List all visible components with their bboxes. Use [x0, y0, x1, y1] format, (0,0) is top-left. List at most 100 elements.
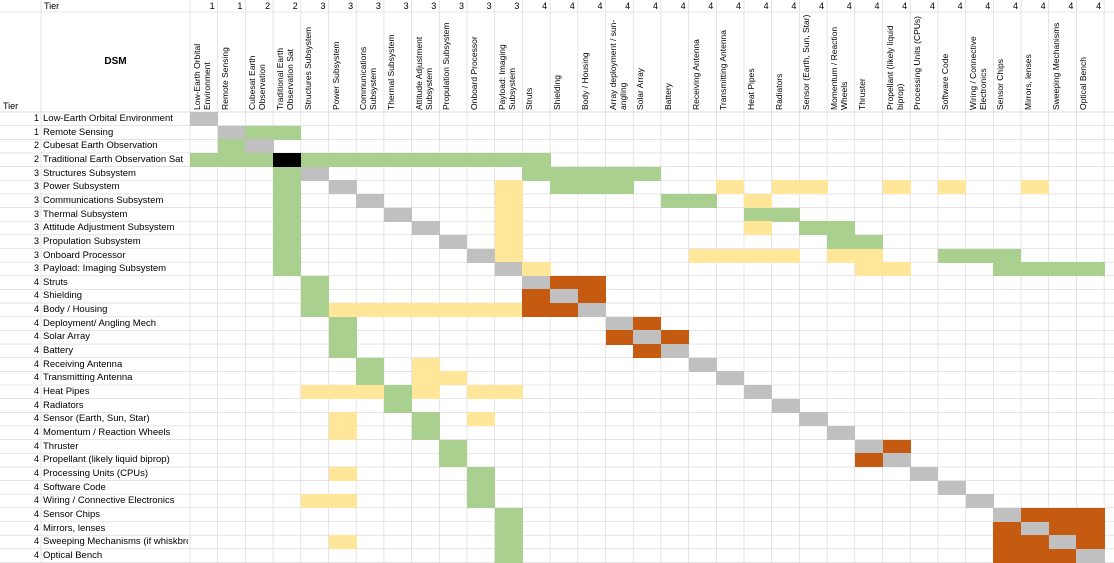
dependency-cell[interactable] [273, 234, 302, 249]
dependency-cell[interactable] [439, 303, 468, 318]
dependency-cell[interactable] [190, 152, 219, 168]
diagonal-cell[interactable] [716, 371, 745, 386]
dependency-cell[interactable] [550, 303, 579, 318]
dependency-cell[interactable] [494, 303, 523, 318]
dependency-cell[interactable] [577, 166, 606, 181]
dependency-cell[interactable] [494, 207, 523, 222]
diagonal-cell[interactable] [633, 330, 662, 345]
dependency-cell[interactable] [383, 152, 413, 168]
dependency-cell[interactable] [1076, 262, 1105, 277]
dependency-cell[interactable] [494, 221, 523, 236]
dependency-cell[interactable] [993, 521, 1022, 536]
dependency-cell[interactable] [383, 303, 413, 318]
dependency-cell[interactable] [467, 412, 496, 427]
dependency-cell[interactable] [577, 180, 606, 195]
dependency-cell[interactable] [494, 535, 523, 550]
dependency-cell[interactable] [1076, 521, 1105, 536]
dependency-cell[interactable] [273, 125, 302, 140]
dependency-cell[interactable] [273, 180, 302, 195]
dependency-cell[interactable] [1021, 535, 1050, 550]
dependency-cell[interactable] [383, 398, 413, 413]
dependency-cell[interactable] [439, 439, 468, 454]
dependency-cell[interactable] [328, 303, 357, 318]
dependency-cell[interactable] [660, 193, 690, 209]
dependency-cell[interactable] [605, 166, 634, 181]
dependency-cell[interactable] [411, 385, 440, 400]
dependency-cell[interactable] [328, 152, 357, 168]
dependency-cell[interactable] [1076, 507, 1105, 522]
dependency-cell[interactable] [273, 262, 302, 277]
diagonal-cell[interactable] [300, 166, 329, 181]
diagonal-cell[interactable] [910, 466, 939, 482]
dependency-cell[interactable] [854, 453, 883, 468]
dependency-cell[interactable] [799, 221, 828, 236]
dependency-cell[interactable] [827, 221, 856, 236]
dependency-cell[interactable] [300, 275, 329, 290]
dependency-cell[interactable] [771, 207, 800, 222]
dependency-cell[interactable] [716, 248, 745, 263]
dependency-cell[interactable] [827, 234, 856, 249]
diagonal-cell[interactable] [854, 439, 883, 454]
dependency-cell[interactable] [300, 289, 329, 304]
dependency-cell[interactable] [217, 152, 246, 168]
dependency-cell[interactable] [411, 412, 440, 427]
dependency-cell[interactable] [300, 152, 329, 168]
diagonal-cell[interactable] [1021, 521, 1050, 536]
dependency-cell[interactable] [993, 535, 1022, 550]
dependency-cell[interactable] [411, 357, 440, 372]
dependency-cell[interactable] [245, 125, 274, 140]
dependency-cell[interactable] [1021, 180, 1050, 195]
diagonal-cell[interactable] [383, 207, 413, 222]
dependency-cell[interactable] [273, 166, 302, 181]
dependency-cell[interactable] [937, 180, 967, 195]
dependency-cell[interactable] [300, 303, 329, 318]
dependency-cell[interactable] [328, 535, 357, 550]
diagonal-cell[interactable] [605, 316, 634, 331]
dependency-cell[interactable] [1048, 507, 1077, 522]
dependency-cell[interactable] [467, 480, 496, 495]
dependency-cell[interactable] [439, 371, 468, 386]
dependency-cell[interactable] [882, 262, 911, 277]
dependency-cell[interactable] [660, 330, 690, 345]
dependency-cell[interactable] [328, 466, 357, 482]
diagonal-cell[interactable] [1048, 535, 1077, 550]
dependency-cell[interactable] [411, 152, 440, 168]
dependency-cell[interactable] [356, 152, 385, 168]
dependency-cell[interactable] [993, 248, 1022, 263]
dependency-cell[interactable] [494, 548, 523, 563]
diagonal-cell[interactable] [190, 112, 219, 127]
dependency-cell[interactable] [494, 180, 523, 195]
diagonal-cell[interactable] [937, 480, 967, 495]
dependency-cell[interactable] [882, 439, 911, 454]
diagonal-cell[interactable] [744, 385, 773, 400]
dependency-cell[interactable] [494, 234, 523, 249]
dependency-cell[interactable] [854, 262, 883, 277]
dependency-cell[interactable] [688, 248, 717, 263]
dependency-cell[interactable] [1048, 521, 1077, 536]
dependency-cell[interactable] [467, 152, 496, 168]
dependency-cell[interactable] [273, 152, 302, 168]
dependency-cell[interactable] [411, 371, 440, 386]
dependency-cell[interactable] [217, 139, 246, 154]
dependency-cell[interactable] [356, 371, 385, 386]
dependency-cell[interactable] [383, 385, 413, 400]
dependency-cell[interactable] [494, 507, 523, 522]
diagonal-cell[interactable] [522, 275, 551, 290]
dependency-cell[interactable] [550, 275, 579, 290]
dependency-cell[interactable] [328, 344, 357, 359]
diagonal-cell[interactable] [439, 234, 468, 249]
diagonal-cell[interactable] [411, 221, 440, 236]
dependency-cell[interactable] [744, 207, 773, 222]
dependency-cell[interactable] [1048, 548, 1077, 563]
diagonal-cell[interactable] [577, 303, 606, 318]
dependency-cell[interactable] [522, 262, 551, 277]
dependency-cell[interactable] [494, 385, 523, 400]
dependency-cell[interactable] [328, 330, 357, 345]
dependency-cell[interactable] [356, 303, 385, 318]
dependency-cell[interactable] [494, 521, 523, 536]
dependency-cell[interactable] [273, 207, 302, 222]
dependency-cell[interactable] [771, 180, 800, 195]
dependency-cell[interactable] [771, 248, 800, 263]
dependency-cell[interactable] [633, 166, 662, 181]
dependency-cell[interactable] [273, 248, 302, 263]
